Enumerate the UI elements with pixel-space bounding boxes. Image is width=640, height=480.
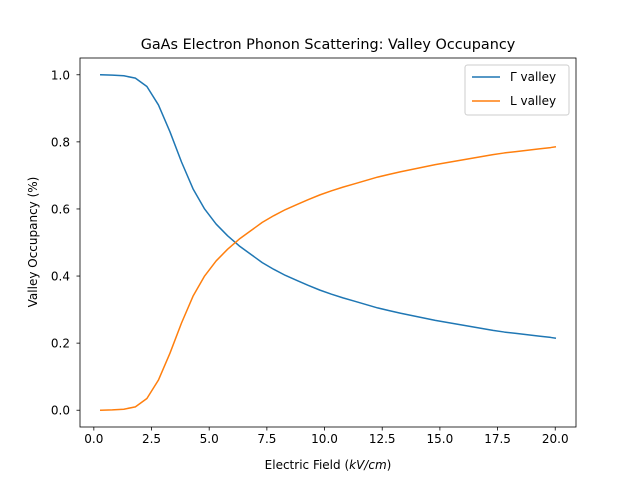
- series-line-l-valley: [99, 146, 557, 412]
- x-tick-label: 20.0: [542, 432, 569, 446]
- y-tick-label: 1.0: [51, 68, 70, 82]
- x-tick-label: 10.0: [311, 432, 338, 446]
- y-axis-label: Valley Occupancy (%): [26, 177, 40, 308]
- x-tick-label: 7.5: [257, 432, 276, 446]
- x-axis-ticks: 0.0 2.5 5.0 7.5 10.0 12.5 15.0 17.5 20.0: [84, 427, 569, 446]
- y-tick-label: 0.2: [51, 337, 70, 351]
- legend-l-label: L valley: [510, 94, 556, 108]
- y-axis-ticks: 0.0 0.2 0.4 0.6 0.8 1.0: [51, 68, 80, 418]
- chart-title: GaAs Electron Phonon Scattering: Valley …: [141, 37, 516, 53]
- axes-frame: [79, 57, 577, 428]
- x-axis-label: Electric Field (kV/cm): [265, 458, 392, 472]
- x-axis-label-suffix: ): [387, 458, 392, 472]
- y-tick-label: 0.6: [51, 202, 70, 216]
- x-axis-label-prefix: Electric Field (: [265, 458, 349, 472]
- x-tick-label: 15.0: [427, 432, 454, 446]
- x-axis-label-unit: kV/cm: [349, 458, 387, 472]
- x-tick-label: 0.0: [84, 432, 103, 446]
- legend-gamma-label: Γ valley: [510, 70, 556, 84]
- x-tick-label: 5.0: [200, 432, 219, 446]
- y-tick-label: 0.8: [51, 135, 70, 149]
- series-layer: [99, 73, 557, 412]
- series-line-gamma-valley: [99, 73, 557, 339]
- x-tick-label: 17.5: [484, 432, 511, 446]
- plot-area: 0.0 2.5 5.0 7.5 10.0 12.5 15.0 17.5 20.0 0.00.20…: [51, 57, 577, 446]
- y-tick-label: 0.0: [51, 404, 70, 418]
- x-tick-label: 12.5: [369, 432, 396, 446]
- x-tick-label: 2.5: [142, 432, 161, 446]
- legend: Γ valley L valley: [464, 64, 570, 116]
- y-tick-label: 0.4: [51, 270, 70, 284]
